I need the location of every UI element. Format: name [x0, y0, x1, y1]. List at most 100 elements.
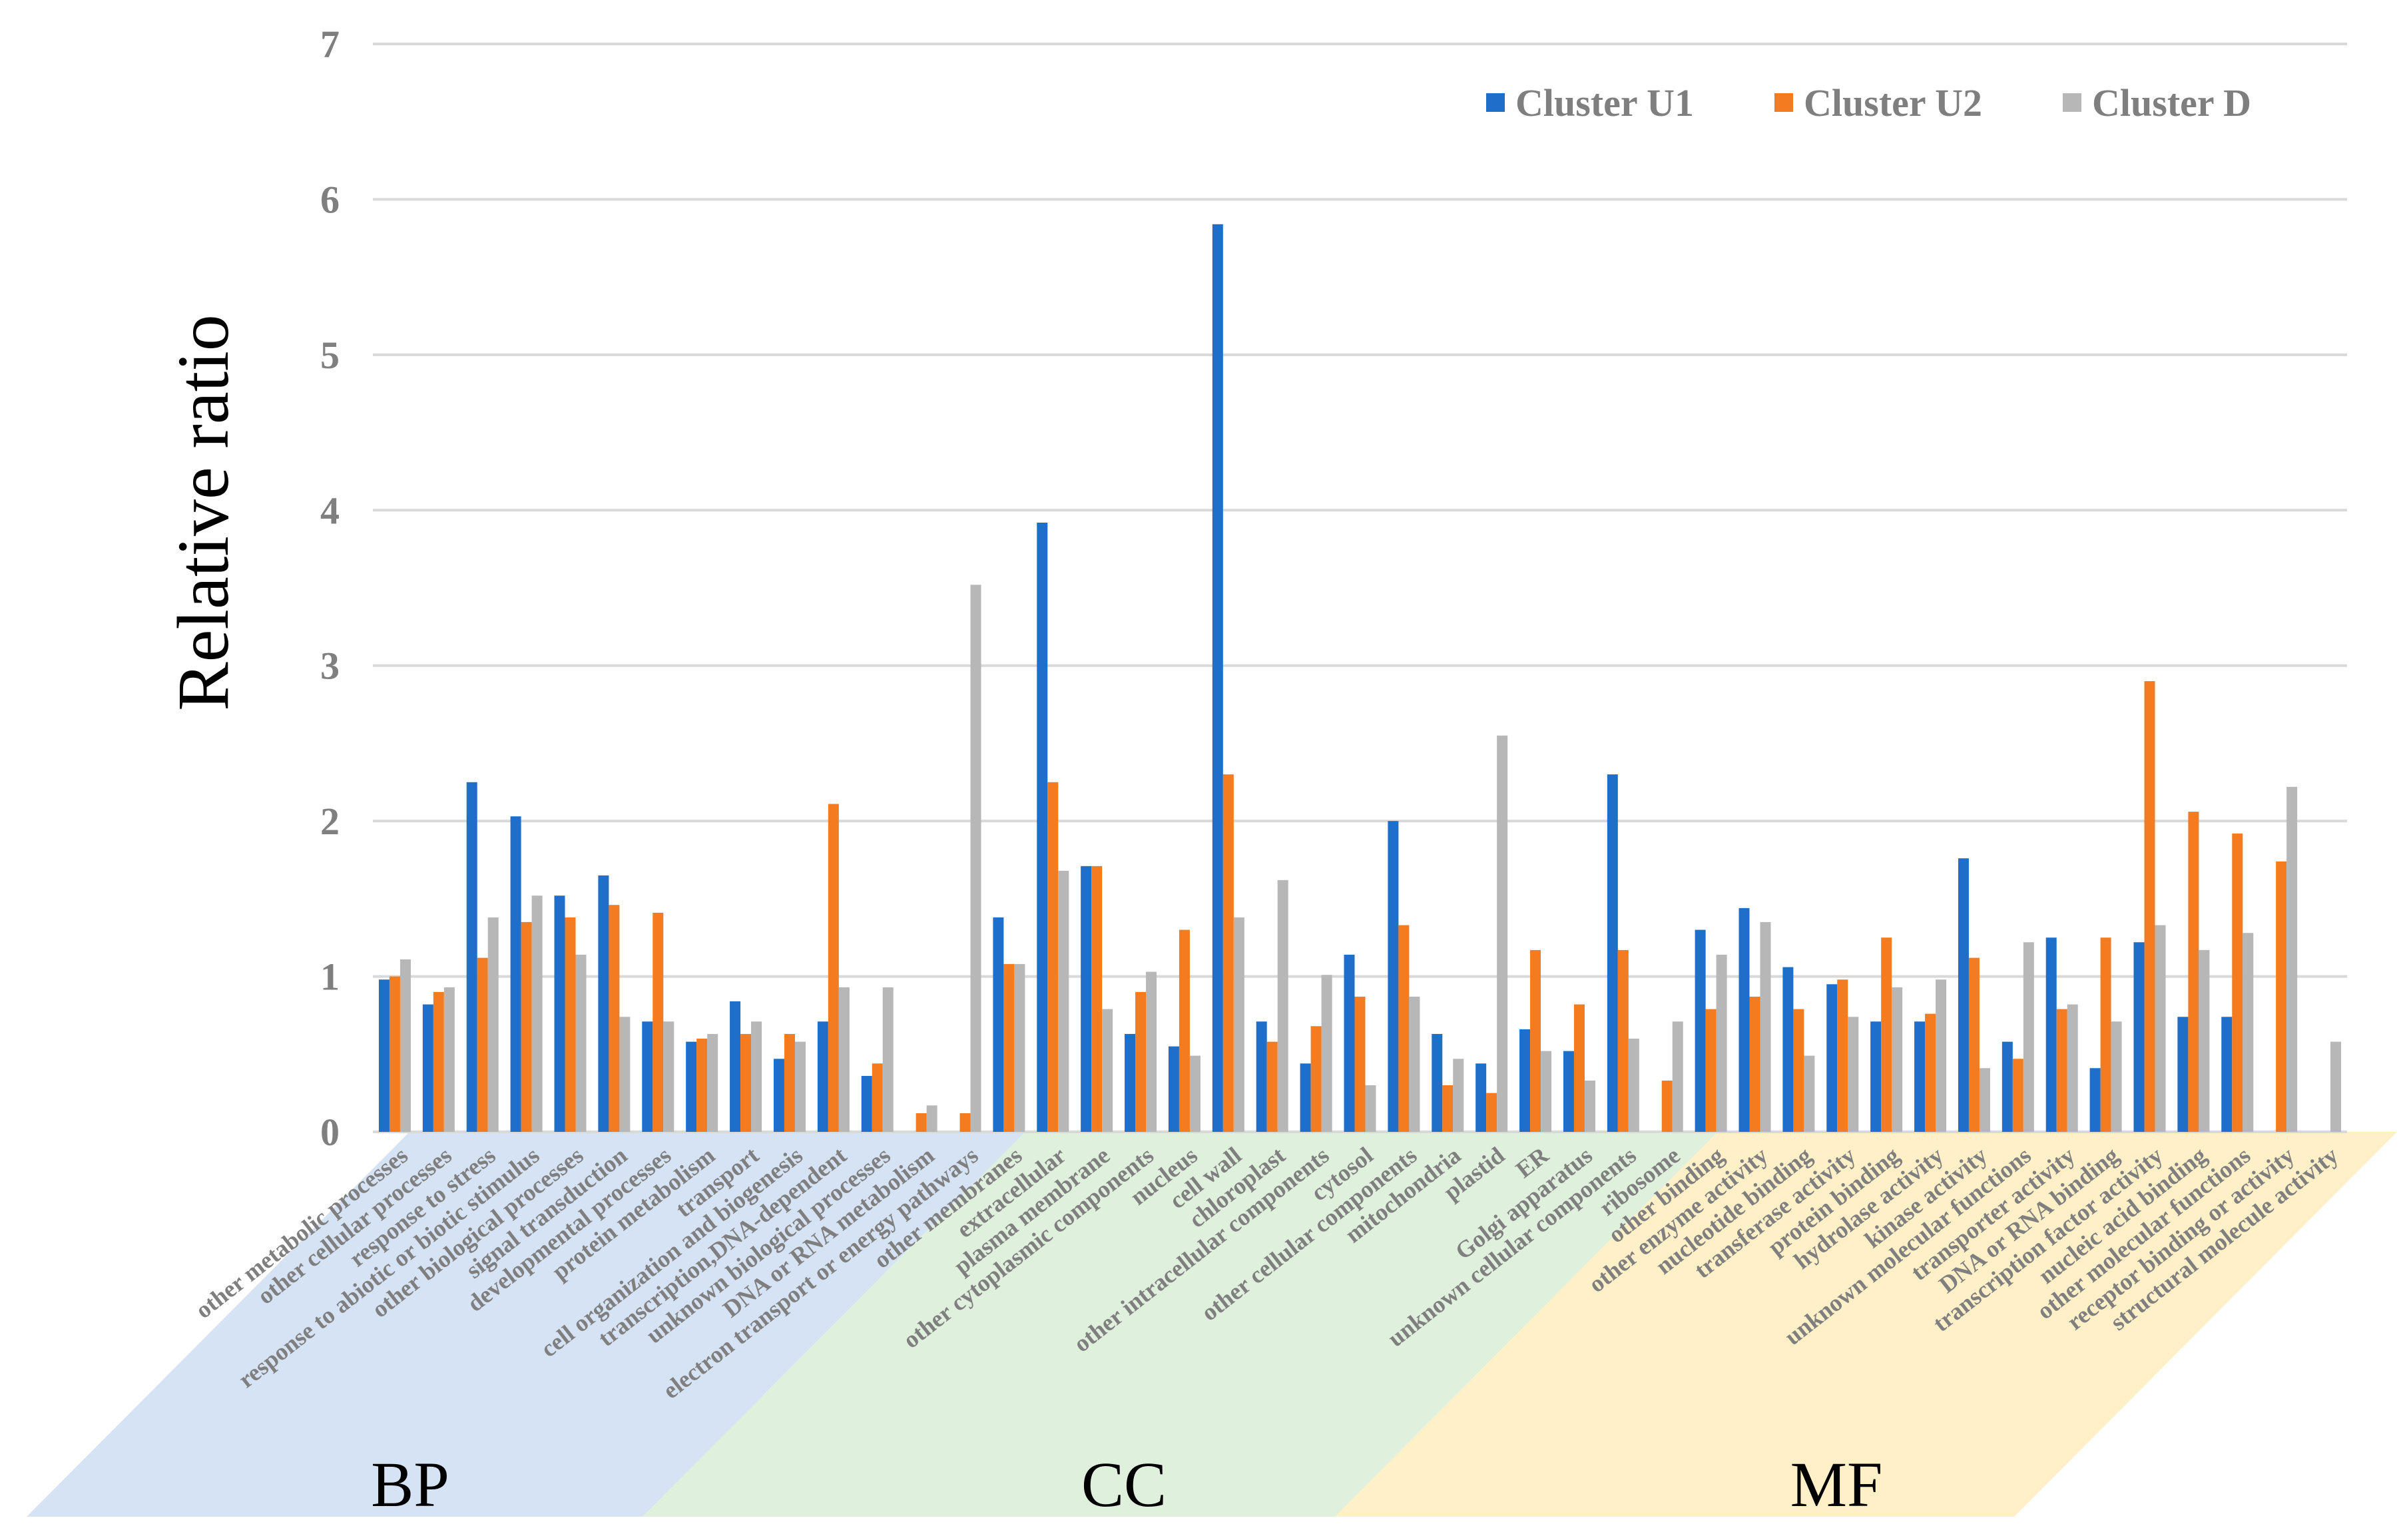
y-tick-label-1: 1: [320, 955, 340, 999]
bar-cluster-u2-30: [1705, 1009, 1717, 1132]
bar-cluster-u1-9: [773, 1059, 784, 1132]
bar-cluster-u1-28: [1607, 774, 1618, 1132]
bar-cluster-u1-3: [510, 816, 521, 1132]
bar-cluster-d-8: [751, 1021, 762, 1132]
bar-cluster-u1-41: [2177, 1017, 2189, 1132]
bar-cluster-u2-35: [1925, 1013, 1936, 1132]
bar-cluster-d-37: [2023, 942, 2034, 1132]
bar-cluster-u1-39: [2089, 1068, 2101, 1132]
bar-cluster-u2-32: [1793, 1009, 1804, 1132]
bar-cluster-u1-4: [554, 896, 565, 1132]
bar-cluster-d-25: [1497, 735, 1508, 1132]
bar-cluster-u1-10: [817, 1021, 828, 1132]
bar-cluster-u2-38: [2056, 1009, 2067, 1132]
legend-swatch-cluster-d: [2063, 93, 2081, 112]
bar-cluster-d-43: [2286, 786, 2298, 1132]
bar-cluster-u2-19: [1222, 774, 1234, 1132]
bar-cluster-d-11: [882, 987, 894, 1132]
bar-cluster-u2-1: [433, 991, 444, 1132]
y-tick-label-2: 2: [320, 800, 340, 843]
bar-cluster-u2-18: [1179, 929, 1190, 1132]
bar-cluster-u2-3: [521, 921, 532, 1132]
bar-cluster-u2-20: [1266, 1041, 1278, 1132]
bar-cluster-d-26: [1541, 1051, 1552, 1132]
bar-cluster-d-35: [1936, 979, 1947, 1132]
bar-cluster-u1-16: [1081, 866, 1092, 1132]
bar-cluster-u2-15: [1047, 782, 1059, 1132]
bar-cluster-u2-39: [2100, 937, 2111, 1132]
y-tick-label-0: 0: [320, 1111, 340, 1154]
bar-cluster-u1-30: [1695, 929, 1706, 1132]
bar-cluster-u1-0: [378, 979, 390, 1132]
bar-cluster-d-31: [1760, 921, 1771, 1132]
bar-cluster-d-38: [2067, 1004, 2078, 1132]
y-tick-label-6: 6: [320, 178, 340, 221]
bar-cluster-u1-34: [1870, 1021, 1882, 1132]
group-label-bp: BP: [371, 1449, 449, 1520]
bar-cluster-u1-38: [2045, 937, 2057, 1132]
bar-cluster-u2-10: [828, 804, 839, 1132]
bar-cluster-d-12: [926, 1105, 937, 1132]
bar-cluster-d-33: [1848, 1017, 1859, 1132]
legend-label-cluster-u1: Cluster U1: [1515, 81, 1694, 125]
bar-cluster-u2-9: [784, 1033, 795, 1132]
bar-cluster-d-17: [1146, 971, 1157, 1132]
bar-cluster-u2-7: [696, 1038, 708, 1132]
bar-cluster-u1-14: [993, 917, 1004, 1132]
bar-cluster-d-6: [663, 1021, 674, 1132]
bar-cluster-u1-19: [1212, 224, 1223, 1133]
bar-cluster-u2-11: [872, 1063, 883, 1132]
group-label-mf: MF: [1790, 1449, 1883, 1520]
bar-cluster-d-19: [1233, 917, 1244, 1132]
bar-cluster-u1-15: [1037, 522, 1048, 1132]
bar-cluster-d-23: [1409, 996, 1420, 1132]
y-tick-label-5: 5: [320, 334, 340, 377]
bar-cluster-u2-2: [477, 957, 488, 1132]
bar-cluster-d-13: [970, 585, 981, 1132]
bar-cluster-d-29: [1672, 1021, 1683, 1132]
bar-cluster-u1-37: [2001, 1041, 2013, 1132]
bar-cluster-d-24: [1453, 1059, 1464, 1132]
bar-cluster-u1-42: [2221, 1017, 2233, 1132]
bar-cluster-u1-36: [1958, 858, 1969, 1132]
bar-cluster-d-3: [531, 896, 543, 1132]
bar-cluster-u1-6: [642, 1021, 653, 1132]
bar-cluster-u2-4: [565, 917, 576, 1132]
bar-cluster-u1-8: [730, 1001, 741, 1132]
bar-cluster-u2-34: [1881, 937, 1892, 1132]
legend-label-cluster-u2: Cluster U2: [1804, 81, 1982, 125]
bar-cluster-u1-40: [2133, 942, 2145, 1132]
bar-cluster-d-10: [838, 987, 850, 1132]
bar-cluster-u2-21: [1310, 1026, 1322, 1132]
bar-cluster-u1-25: [1475, 1063, 1487, 1132]
bar-cluster-u1-7: [686, 1041, 697, 1132]
bar-cluster-u2-42: [2232, 833, 2243, 1132]
bar-cluster-d-18: [1189, 1055, 1200, 1132]
bar-cluster-u1-33: [1826, 984, 1838, 1132]
bar-cluster-u2-23: [1398, 925, 1410, 1132]
bar-cluster-u1-35: [1914, 1021, 1926, 1132]
group-label-cc: CC: [1081, 1449, 1167, 1520]
bar-cluster-d-7: [707, 1033, 718, 1132]
bar-cluster-d-34: [1892, 987, 1903, 1132]
bar-cluster-u2-22: [1354, 996, 1366, 1132]
bar-cluster-u1-2: [466, 782, 477, 1132]
bar-cluster-d-27: [1584, 1080, 1595, 1132]
group-band-cc: [643, 1132, 1718, 1517]
bar-cluster-d-2: [487, 917, 499, 1132]
bar-cluster-d-0: [400, 959, 411, 1132]
bar-cluster-d-39: [2111, 1021, 2122, 1132]
bar-cluster-u2-36: [1968, 957, 1980, 1132]
bar-cluster-u2-37: [2012, 1059, 2023, 1132]
bar-cluster-u2-25: [1486, 1093, 1497, 1132]
bar-cluster-d-42: [2243, 933, 2254, 1132]
bar-cluster-d-28: [1628, 1038, 1639, 1132]
bar-cluster-u2-6: [653, 912, 664, 1132]
bar-cluster-u1-5: [598, 875, 609, 1132]
bar-cluster-u1-11: [861, 1075, 872, 1132]
legend-swatch-cluster-u1: [1486, 93, 1505, 112]
bar-cluster-d-32: [1804, 1055, 1815, 1132]
y-tick-label-3: 3: [320, 644, 340, 688]
